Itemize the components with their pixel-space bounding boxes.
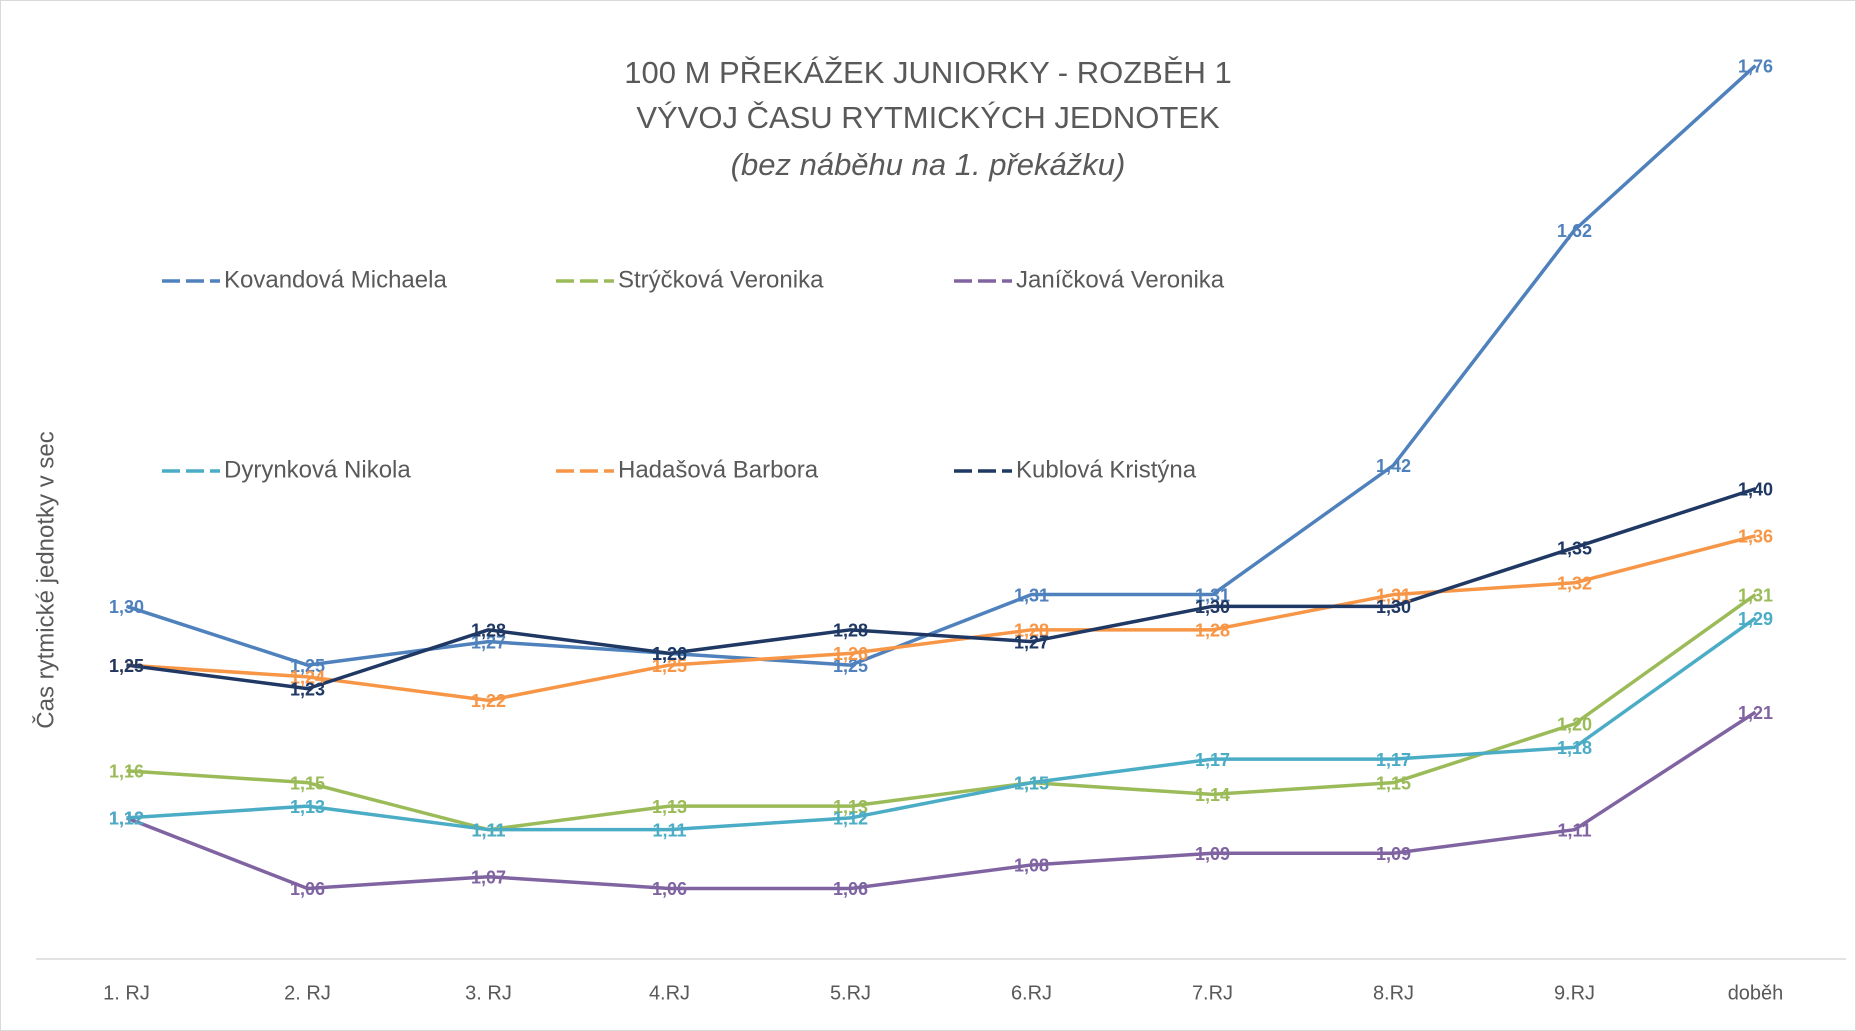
data-label: 1,40 — [1738, 480, 1773, 500]
data-label: 1,25 — [109, 656, 144, 676]
data-label: 1,13 — [833, 797, 868, 817]
data-label: 1,12 — [109, 809, 144, 829]
series-line — [126, 616, 1757, 832]
data-label: 1,11 — [652, 820, 686, 840]
data-label: 1,13 — [290, 797, 325, 817]
data-label: 1,76 — [1738, 56, 1773, 76]
data-label: 1,31 — [1195, 585, 1230, 605]
data-label: 1,11 — [1557, 820, 1591, 840]
data-label: 1,26 — [652, 644, 687, 664]
x-tick-label: 7.RJ — [1192, 982, 1233, 1004]
data-label: 1,36 — [1738, 527, 1773, 547]
data-label: 1,27 — [471, 632, 506, 652]
data-label: 1,11 — [471, 820, 505, 840]
data-label: 1,06 — [833, 879, 868, 899]
data-label: 1,30 — [1195, 597, 1230, 617]
x-tick-label: 4.RJ — [649, 982, 690, 1004]
data-label: 1,09 — [1376, 844, 1411, 864]
data-label: 1,09 — [1195, 844, 1230, 864]
data-label: 1,08 — [1014, 856, 1049, 876]
data-label: 1,22 — [471, 691, 506, 711]
data-label: 1,31 — [1376, 585, 1411, 605]
x-tick-label: 9.RJ — [1554, 982, 1595, 1004]
data-label: 1,35 — [1557, 538, 1592, 558]
data-label: 1,28 — [471, 621, 506, 641]
data-label: 1,21 — [1738, 703, 1773, 723]
series-line — [126, 534, 1756, 703]
series-line — [125, 64, 1757, 667]
legend-label: Janíčková Veronika — [1016, 266, 1225, 293]
data-label: 1,26 — [652, 644, 687, 664]
legend-label: Dyrynková Nikola — [224, 456, 411, 483]
data-label: 1,32 — [1557, 574, 1592, 594]
x-tick-label: 8.RJ — [1373, 982, 1414, 1004]
x-tick-label: 3. RJ — [465, 982, 512, 1004]
x-tick-label: 2. RJ — [284, 982, 331, 1004]
data-label: 1,25 — [290, 656, 325, 676]
data-label: 1,07 — [471, 867, 506, 887]
data-label: 1,11 — [471, 820, 505, 840]
data-label: 1,20 — [1557, 715, 1592, 735]
data-label: 1,15 — [290, 773, 325, 793]
data-label: 1,24 — [290, 668, 325, 688]
data-label: 1,15 — [1014, 773, 1049, 793]
data-label: 1,25 — [109, 656, 144, 676]
data-label: 1,17 — [1376, 750, 1411, 770]
data-label: 1,28 — [1195, 621, 1230, 641]
x-tick-label: doběh — [1728, 982, 1784, 1004]
data-label: 1,15 — [1014, 773, 1049, 793]
data-label: 1,16 — [109, 762, 144, 782]
data-label: 1,23 — [290, 679, 325, 699]
data-label: 1,28 — [1014, 621, 1049, 641]
y-axis-label: Čas rytmické jednotky v sec — [31, 431, 59, 728]
data-label: 1,06 — [290, 879, 325, 899]
data-label: 1,31 — [1738, 585, 1773, 605]
x-tick-label: 6.RJ — [1011, 982, 1052, 1004]
legend-label: Strýčková Veronika — [618, 266, 824, 293]
data-label: 1,12 — [109, 809, 144, 829]
data-label: 1,15 — [1376, 773, 1411, 793]
data-label: 1,25 — [652, 656, 687, 676]
data-label: 1,12 — [833, 809, 868, 829]
data-label: 1,06 — [652, 879, 687, 899]
data-label: 1,42 — [1376, 456, 1411, 476]
data-label: 1,29 — [1738, 609, 1773, 629]
data-label: 1,13 — [652, 797, 687, 817]
legend-label: Kovandová Michaela — [224, 266, 447, 293]
x-tick-label: 1. RJ — [103, 982, 150, 1004]
data-label: 1,25 — [833, 656, 868, 676]
data-label: 1,30 — [109, 597, 144, 617]
chart-note: (bez náběhu na 1. překážku) — [731, 147, 1126, 182]
x-tick-label: 5.RJ — [830, 982, 871, 1004]
series-line — [126, 487, 1757, 691]
data-label: 1,26 — [833, 644, 868, 664]
chart-title: 100 M PŘEKÁŽEK JUNIORKY - ROZBĚH 1 — [624, 55, 1232, 90]
series-line — [125, 710, 1757, 891]
chart-subtitle: VÝVOJ ČASU RYTMICKÝCH JEDNOTEK — [636, 100, 1220, 135]
data-label: 1,14 — [1195, 785, 1230, 805]
data-label: 1,28 — [833, 621, 868, 641]
data-label: 1,31 — [1014, 585, 1049, 605]
data-label: 1,17 — [1195, 750, 1230, 770]
data-label: 1,30 — [1376, 597, 1411, 617]
data-label: 1,62 — [1557, 221, 1592, 241]
legend-label: Hadašová Barbora — [618, 456, 819, 483]
data-label: 1,18 — [1557, 738, 1592, 758]
data-label: 1,27 — [1014, 632, 1049, 652]
legend-label: Kublová Kristýna — [1016, 456, 1197, 483]
